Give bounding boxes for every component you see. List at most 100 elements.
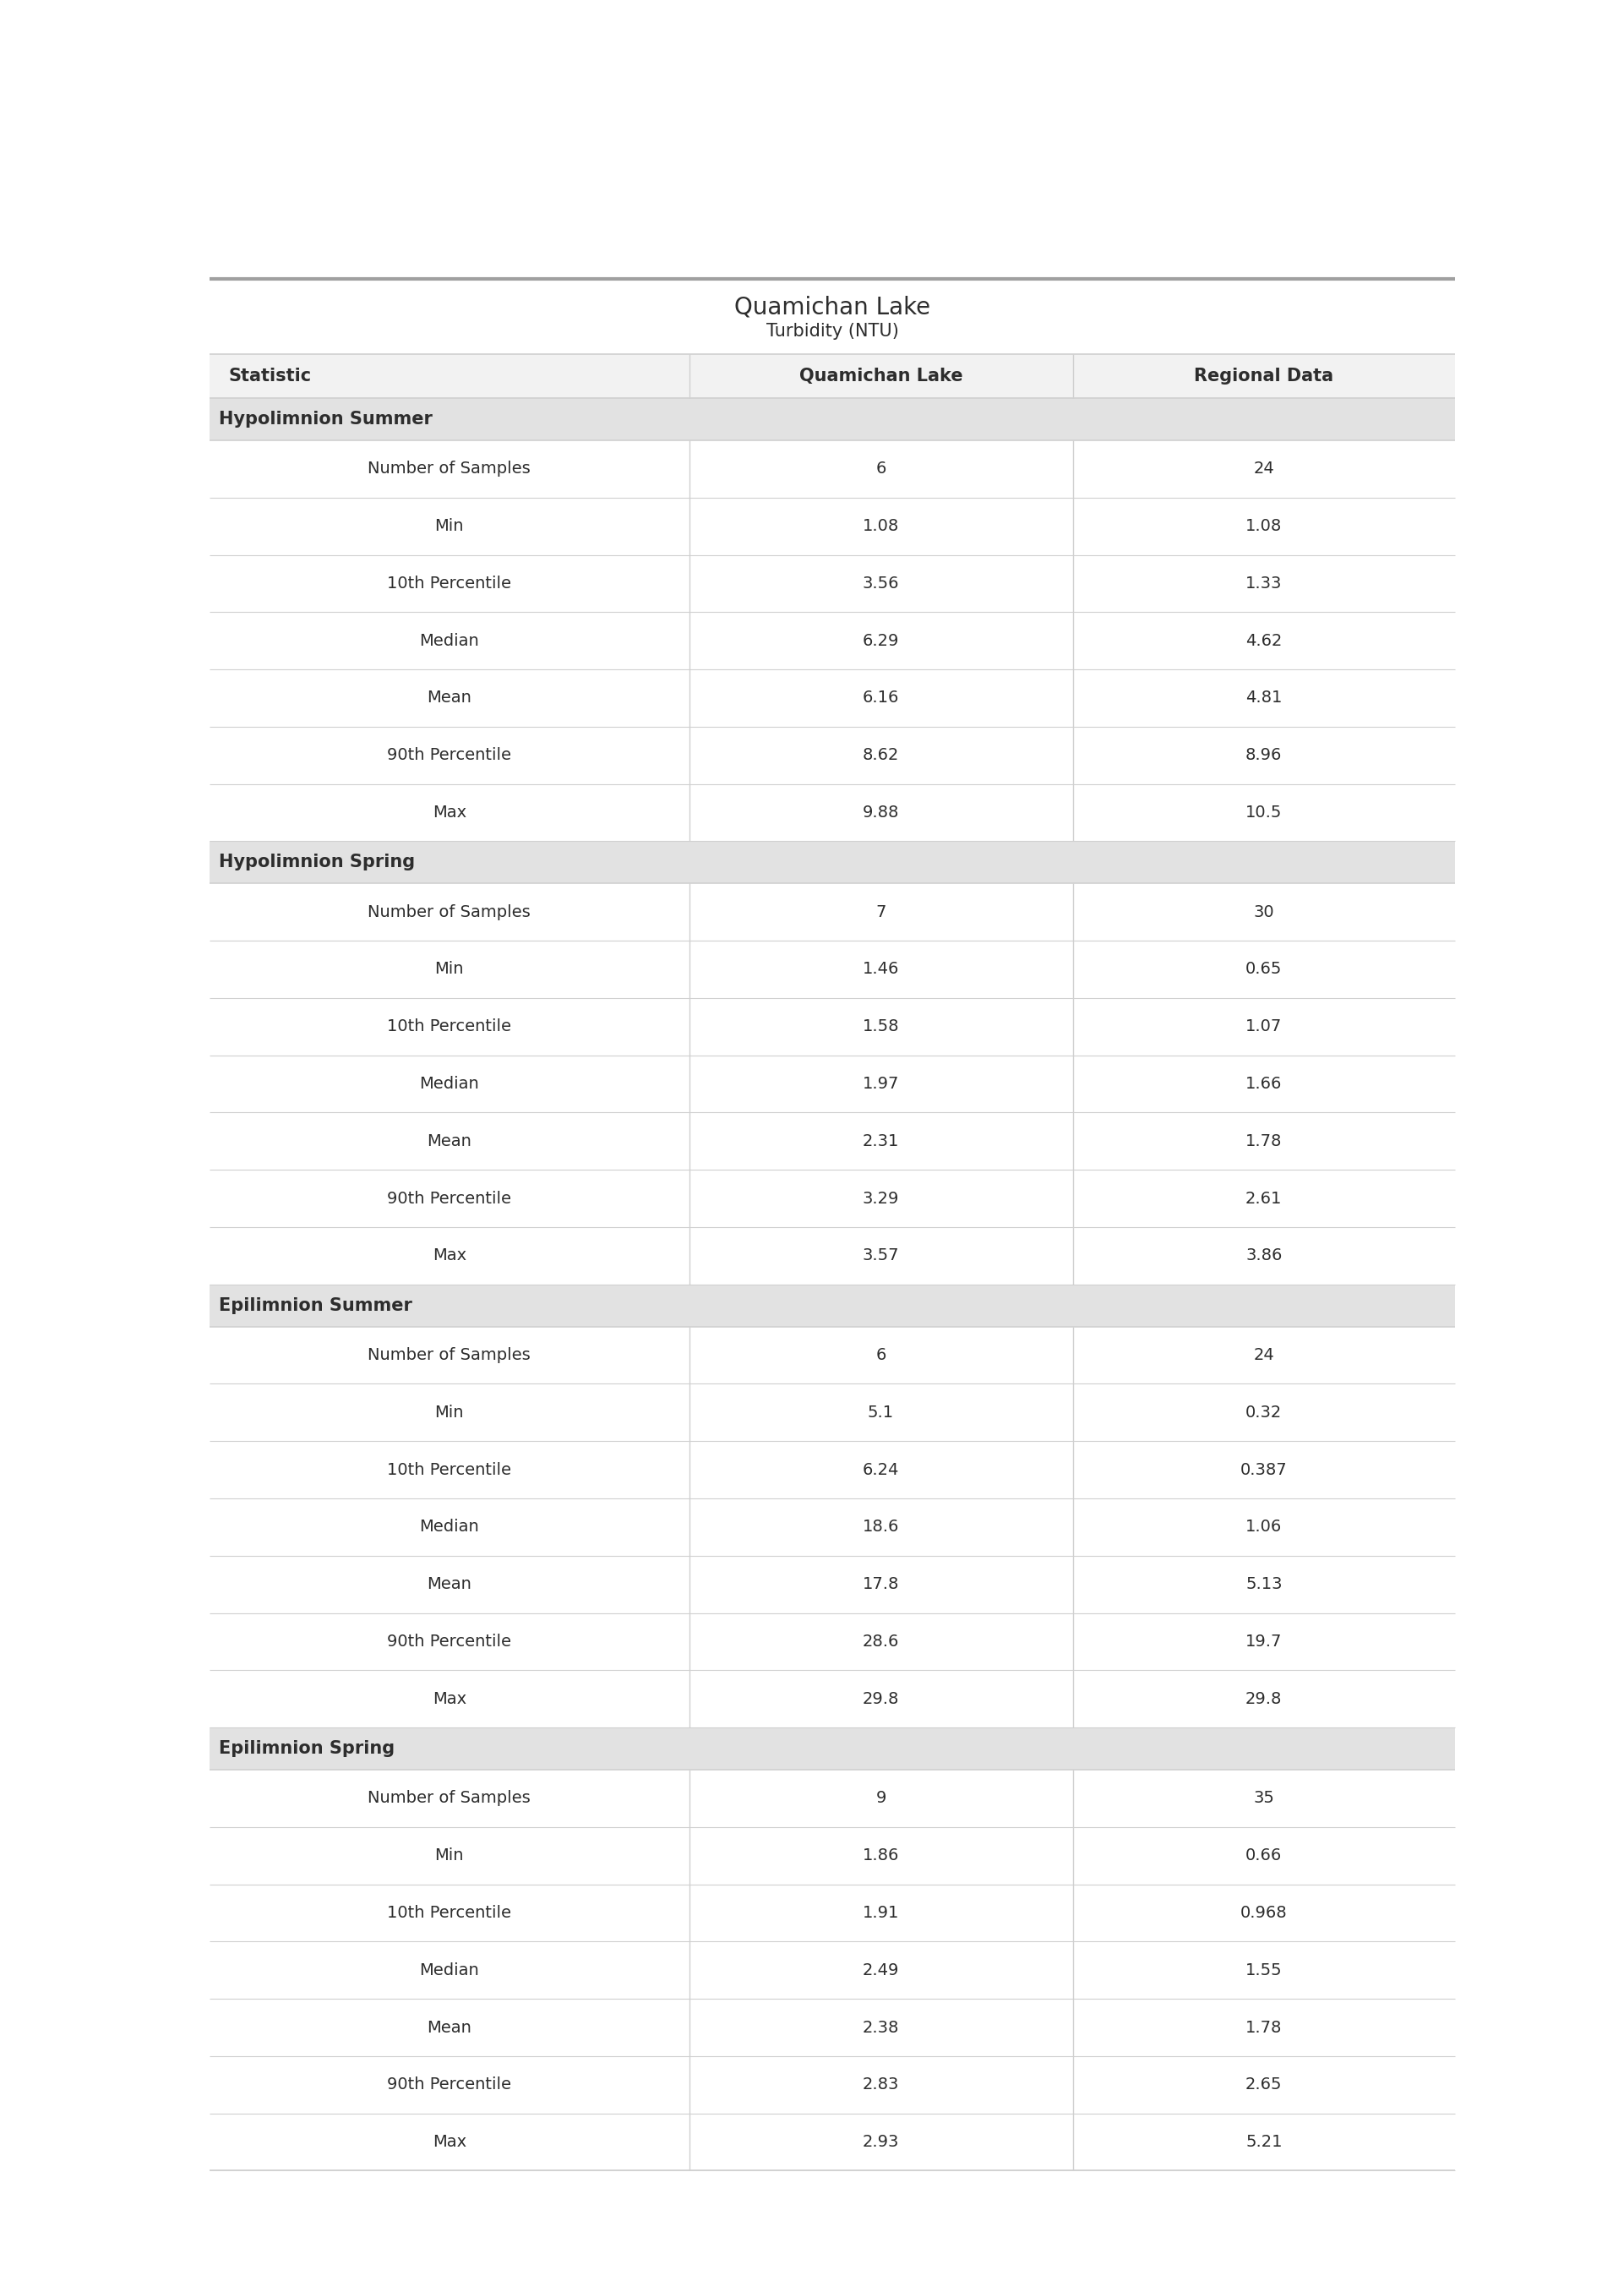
Text: 10th Percentile: 10th Percentile bbox=[387, 1462, 512, 1478]
Bar bbox=[209, 670, 1455, 726]
Text: 5.21: 5.21 bbox=[1246, 2134, 1283, 2150]
Bar bbox=[209, 1941, 1455, 2000]
Text: Number of Samples: Number of Samples bbox=[369, 903, 531, 919]
Bar bbox=[209, 1169, 1455, 1228]
Text: 5.13: 5.13 bbox=[1246, 1575, 1283, 1591]
Bar bbox=[209, 1827, 1455, 1884]
Text: 6: 6 bbox=[875, 461, 887, 477]
Text: 17.8: 17.8 bbox=[862, 1575, 900, 1591]
Text: 9: 9 bbox=[875, 1791, 887, 1807]
Text: Median: Median bbox=[419, 1961, 479, 1977]
Text: 8.62: 8.62 bbox=[862, 747, 900, 763]
Bar bbox=[209, 354, 1455, 397]
Text: Number of Samples: Number of Samples bbox=[369, 1346, 531, 1364]
Bar bbox=[209, 2000, 1455, 2057]
Text: 3.57: 3.57 bbox=[862, 1249, 900, 1264]
Text: 1.58: 1.58 bbox=[862, 1019, 900, 1035]
Text: Quamichan Lake: Quamichan Lake bbox=[799, 368, 963, 384]
Text: 10th Percentile: 10th Percentile bbox=[387, 1019, 512, 1035]
Text: Min: Min bbox=[435, 960, 464, 978]
Text: Turbidity (NTU): Turbidity (NTU) bbox=[767, 322, 898, 340]
Bar bbox=[209, 1498, 1455, 1555]
Text: 35: 35 bbox=[1254, 1791, 1275, 1807]
Text: Hypolimnion Summer: Hypolimnion Summer bbox=[219, 411, 434, 427]
Text: 1.33: 1.33 bbox=[1246, 574, 1283, 592]
Text: Mean: Mean bbox=[427, 1133, 471, 1149]
Text: 28.6: 28.6 bbox=[862, 1634, 900, 1650]
Text: 1.86: 1.86 bbox=[862, 1848, 900, 1864]
Bar bbox=[209, 1441, 1455, 1498]
Text: 4.81: 4.81 bbox=[1246, 690, 1283, 706]
Text: 6.24: 6.24 bbox=[862, 1462, 900, 1478]
Bar bbox=[209, 783, 1455, 842]
Bar bbox=[209, 940, 1455, 999]
Text: 1.78: 1.78 bbox=[1246, 2020, 1283, 2036]
Text: 1.55: 1.55 bbox=[1246, 1961, 1283, 1977]
Bar bbox=[209, 1285, 1455, 1326]
Bar bbox=[209, 2057, 1455, 2113]
Text: 18.6: 18.6 bbox=[862, 1519, 900, 1535]
Text: Epilimnion Summer: Epilimnion Summer bbox=[219, 1296, 412, 1314]
Bar bbox=[209, 1228, 1455, 1285]
Text: 10th Percentile: 10th Percentile bbox=[387, 574, 512, 592]
Bar bbox=[209, 1112, 1455, 1169]
Text: Regional Data: Regional Data bbox=[1194, 368, 1333, 384]
Text: 1.08: 1.08 bbox=[1246, 518, 1281, 533]
Text: 2.38: 2.38 bbox=[862, 2020, 900, 2036]
Text: 1.91: 1.91 bbox=[862, 1905, 900, 1920]
Text: Max: Max bbox=[432, 1691, 466, 1707]
Bar bbox=[209, 1771, 1455, 1827]
Text: 7: 7 bbox=[875, 903, 887, 919]
Text: 6.29: 6.29 bbox=[862, 633, 900, 649]
Bar bbox=[209, 1056, 1455, 1112]
Bar bbox=[209, 497, 1455, 554]
Text: 0.66: 0.66 bbox=[1246, 1848, 1281, 1864]
Text: Median: Median bbox=[419, 1076, 479, 1092]
Text: 0.65: 0.65 bbox=[1246, 960, 1283, 978]
Text: 2.61: 2.61 bbox=[1246, 1189, 1283, 1205]
Bar bbox=[209, 440, 1455, 497]
Text: Quamichan Lake: Quamichan Lake bbox=[734, 295, 931, 320]
Text: Number of Samples: Number of Samples bbox=[369, 1791, 531, 1807]
Text: 2.49: 2.49 bbox=[862, 1961, 900, 1977]
Text: Epilimnion Spring: Epilimnion Spring bbox=[219, 1741, 395, 1757]
Bar bbox=[209, 397, 1455, 440]
Text: 1.07: 1.07 bbox=[1246, 1019, 1281, 1035]
Text: 30: 30 bbox=[1254, 903, 1275, 919]
Text: 24: 24 bbox=[1254, 1346, 1275, 1364]
Text: Min: Min bbox=[435, 1405, 464, 1421]
Bar bbox=[209, 1884, 1455, 1941]
Text: 90th Percentile: 90th Percentile bbox=[387, 1634, 512, 1650]
Text: 1.08: 1.08 bbox=[862, 518, 900, 533]
Text: Number of Samples: Number of Samples bbox=[369, 461, 531, 477]
Text: 9.88: 9.88 bbox=[862, 804, 900, 819]
Text: Mean: Mean bbox=[427, 2020, 471, 2036]
Text: 2.31: 2.31 bbox=[862, 1133, 900, 1149]
Text: 29.8: 29.8 bbox=[862, 1691, 900, 1707]
Text: Max: Max bbox=[432, 1249, 466, 1264]
Bar bbox=[209, 726, 1455, 783]
Text: Max: Max bbox=[432, 804, 466, 819]
Bar bbox=[209, 883, 1455, 940]
Text: 0.387: 0.387 bbox=[1241, 1462, 1288, 1478]
Bar bbox=[209, 1385, 1455, 1441]
Text: Median: Median bbox=[419, 633, 479, 649]
Bar bbox=[209, 2113, 1455, 2170]
Bar bbox=[209, 1671, 1455, 1727]
Text: Min: Min bbox=[435, 518, 464, 533]
Text: 2.83: 2.83 bbox=[862, 2077, 900, 2093]
Text: 10th Percentile: 10th Percentile bbox=[387, 1905, 512, 1920]
Text: 3.29: 3.29 bbox=[862, 1189, 900, 1205]
Text: 1.78: 1.78 bbox=[1246, 1133, 1283, 1149]
Text: Max: Max bbox=[432, 2134, 466, 2150]
Bar bbox=[209, 1555, 1455, 1614]
Bar bbox=[209, 279, 1455, 354]
Bar bbox=[209, 1326, 1455, 1385]
Bar bbox=[209, 554, 1455, 613]
Text: 2.93: 2.93 bbox=[862, 2134, 900, 2150]
Text: 0.32: 0.32 bbox=[1246, 1405, 1281, 1421]
Text: 1.97: 1.97 bbox=[862, 1076, 900, 1092]
Text: 24: 24 bbox=[1254, 461, 1275, 477]
Text: 8.96: 8.96 bbox=[1246, 747, 1283, 763]
Text: 10.5: 10.5 bbox=[1246, 804, 1283, 819]
